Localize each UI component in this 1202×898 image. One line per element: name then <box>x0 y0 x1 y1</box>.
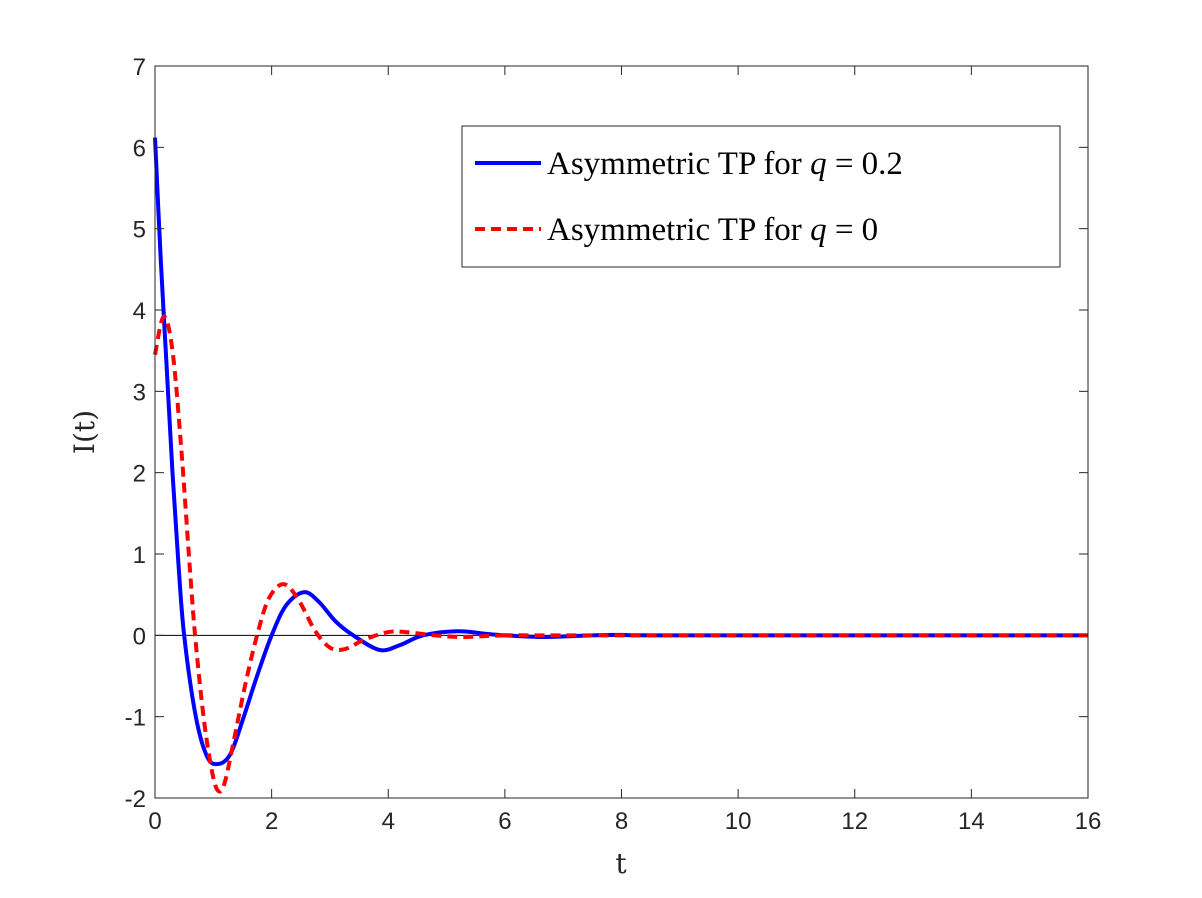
y-tick-label: 7 <box>133 54 146 81</box>
y-tick-label: 3 <box>133 379 146 406</box>
x-tick-label: 14 <box>958 808 985 835</box>
x-tick-label: 8 <box>615 808 628 835</box>
x-tick-label: 16 <box>1075 808 1102 835</box>
x-tick-label: 12 <box>841 808 868 835</box>
legend-label-q0: Asymmetric TP for q = 0 <box>547 212 878 248</box>
y-tick-label: -2 <box>125 786 146 813</box>
x-tick-label: 4 <box>382 808 395 835</box>
y-tick-label: 5 <box>133 217 146 244</box>
x-axis-label: t <box>615 847 627 880</box>
y-tick-label: 1 <box>133 542 146 569</box>
x-tick-label: 0 <box>148 808 161 835</box>
x-tick-label: 6 <box>498 808 511 835</box>
y-tick-label: 4 <box>133 298 146 325</box>
x-tick-label: 10 <box>725 808 752 835</box>
y-tick-label: -1 <box>125 705 146 732</box>
legend-label-q02: Asymmetric TP for q = 0.2 <box>547 146 903 182</box>
y-tick-label: 0 <box>133 623 146 650</box>
legend: Asymmetric TP for q = 0.2 Asymmetric TP … <box>461 125 1061 268</box>
x-tick-label: 2 <box>265 808 278 835</box>
y-tick-label: 2 <box>133 461 146 488</box>
y-tick-label: 6 <box>133 135 146 162</box>
y-axis-label: I(t) <box>68 410 101 454</box>
series-line-q0 <box>153 314 1088 794</box>
legend-box <box>461 125 1061 268</box>
